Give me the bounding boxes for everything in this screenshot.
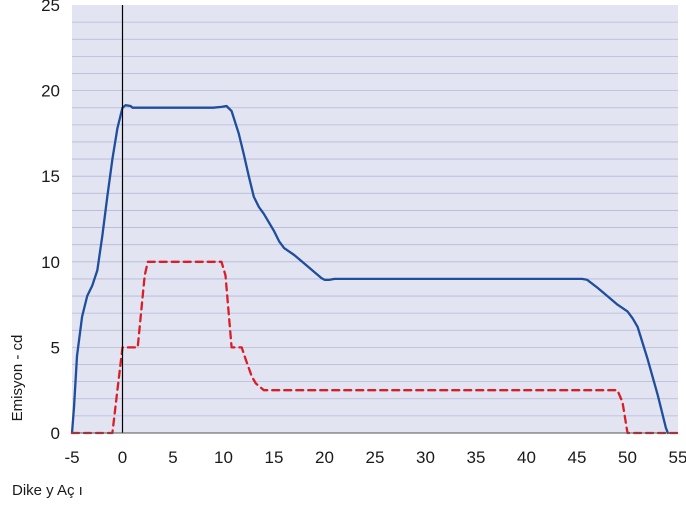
series-layer xyxy=(70,104,680,435)
x-axis-title: Dike y Aç ı xyxy=(12,482,83,499)
x-tick-labels: -5 0 5 10 15 20 25 30 35 40 45 50 55 xyxy=(64,448,686,467)
x-tick-label: 25 xyxy=(366,448,385,467)
x-tick-label: 20 xyxy=(315,448,334,467)
series-line-2 xyxy=(70,260,680,435)
y-axis-title: Emisyon - cd xyxy=(9,335,26,422)
plot-area-background xyxy=(72,5,678,433)
y-tick-label: 5 xyxy=(51,338,60,357)
x-tick-label: 55 xyxy=(669,448,686,467)
y-tick-label: 15 xyxy=(41,167,60,186)
x-tick-label: 50 xyxy=(618,448,637,467)
x-tick-label: 45 xyxy=(568,448,587,467)
x-tick-label: 30 xyxy=(416,448,435,467)
series-line-1 xyxy=(70,104,670,435)
x-tick-label: 5 xyxy=(168,448,177,467)
x-tick-label: 40 xyxy=(517,448,536,467)
y-tick-label: 20 xyxy=(41,82,60,101)
y-tick-labels: 0 5 10 15 20 25 xyxy=(41,0,60,443)
gridlines xyxy=(72,21,678,417)
y-tick-label: 10 xyxy=(41,253,60,272)
x-tick-label: 10 xyxy=(214,448,233,467)
y-tick-label: 0 xyxy=(51,424,60,443)
x-tick-label: 35 xyxy=(467,448,486,467)
x-tick-label: 0 xyxy=(118,448,127,467)
x-tick-label: -5 xyxy=(64,448,79,467)
y-tick-label: 25 xyxy=(41,0,60,15)
x-tick-label: 15 xyxy=(265,448,284,467)
